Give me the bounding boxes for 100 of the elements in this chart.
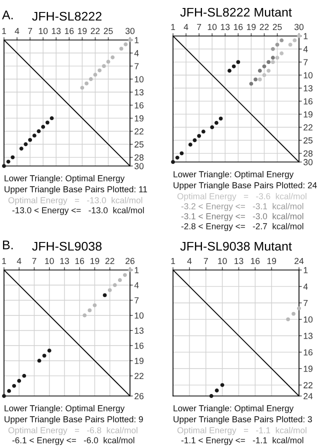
point xyxy=(93,72,98,77)
y-tick-label: 25 xyxy=(134,141,144,148)
text: Lower Triangle: Optimal Energy xyxy=(174,170,294,180)
y-tick-label: 22 xyxy=(304,382,312,388)
text: -3.1 < Energy <= -3.0 kcal/mol xyxy=(181,212,304,222)
point xyxy=(42,354,46,358)
y-tick-label: 1 xyxy=(304,33,308,40)
x-tick-label: 22 xyxy=(260,24,269,30)
x-tick-label: 7 xyxy=(32,258,36,264)
x-tick-label: 7 xyxy=(197,24,202,30)
x-tick-label: 19 xyxy=(247,24,256,30)
y-tick-label: 7 xyxy=(304,300,308,306)
point xyxy=(270,47,275,51)
x-tick-label: 4 xyxy=(187,258,192,264)
x-tick-label: 1 xyxy=(171,24,176,30)
y-tick-label: 13 xyxy=(304,332,313,339)
y-tick-label: 16 xyxy=(304,98,313,104)
text: Optimal Energy = -6.8 kcal/mol xyxy=(8,426,138,436)
text: -6.1 < Energy <= -6.0 kcal/mol xyxy=(12,436,134,446)
x-tick-label: 22 xyxy=(105,258,114,264)
point xyxy=(192,138,197,142)
x-tick-label: 16 xyxy=(250,258,260,264)
point xyxy=(108,288,112,292)
point xyxy=(118,278,122,282)
point xyxy=(28,138,32,142)
x-tick-label: 13 xyxy=(52,28,61,34)
point xyxy=(292,38,297,42)
text: Upper Triangle Base Pairs Plotted: 24 xyxy=(174,182,317,190)
y-tick-label: 30 xyxy=(134,163,144,170)
text: Upper Triangle Base Pairs Plotted: 3 xyxy=(174,416,312,424)
x-tick-label: 13 xyxy=(60,258,69,264)
point xyxy=(220,383,224,388)
y-tick-label: 4 xyxy=(303,284,308,290)
point xyxy=(41,124,46,129)
point xyxy=(124,42,128,46)
point xyxy=(228,68,232,73)
point xyxy=(17,378,22,383)
y-tick-label: 25 xyxy=(304,137,313,144)
x-tick-label: 25 xyxy=(272,24,282,30)
point xyxy=(270,60,275,64)
point xyxy=(110,55,115,60)
x-tick-label: 1 xyxy=(2,258,6,264)
text: Optimal Energy = -1.1 kcal/mol xyxy=(177,426,306,436)
point xyxy=(175,156,180,160)
point xyxy=(286,317,290,322)
text: A. xyxy=(2,10,13,20)
point xyxy=(102,64,106,68)
point xyxy=(22,374,26,378)
y-tick-label: 1 xyxy=(304,267,308,274)
point xyxy=(119,46,124,51)
text: Optimal Energy = -3.6 kcal/mol xyxy=(177,192,306,202)
x-tick-label: 10 xyxy=(38,28,48,34)
point xyxy=(82,313,87,318)
y-tick-label: 19 xyxy=(304,111,312,118)
y-tick-label: 22 xyxy=(134,372,144,380)
y-tick-label: 13 xyxy=(134,328,144,334)
x-tick-label: 25 xyxy=(104,28,113,34)
point xyxy=(262,73,266,78)
x-tick-label: 22 xyxy=(90,28,100,34)
point xyxy=(258,68,262,73)
y-tick-label: 16 xyxy=(134,102,144,108)
point xyxy=(80,86,84,90)
y-tick-label: 22 xyxy=(134,128,144,134)
point xyxy=(209,394,214,398)
point xyxy=(84,81,89,86)
text: Optimal Energy = -13.0 kcal/mol xyxy=(8,196,142,206)
x-tick-label: 19 xyxy=(267,258,276,264)
y-tick-label: 4 xyxy=(134,50,139,56)
point xyxy=(201,130,206,134)
y-tick-label: 10 xyxy=(304,316,313,323)
text: -2.8 < Energy <= -2.7 kcal/mol xyxy=(181,222,304,232)
point xyxy=(280,51,284,56)
x-tick-label: 4 xyxy=(16,258,22,264)
point xyxy=(280,38,284,42)
point xyxy=(112,283,117,288)
point xyxy=(171,160,175,164)
point xyxy=(36,129,41,134)
point xyxy=(24,142,28,146)
x-tick-label: 13 xyxy=(234,258,244,264)
point xyxy=(266,60,271,64)
point xyxy=(98,68,102,72)
y-tick-label: 22 xyxy=(304,124,312,130)
point xyxy=(266,68,271,73)
y-tick-label: 13 xyxy=(134,89,144,96)
y-tick-label: 19 xyxy=(134,358,144,364)
x-tick-label: 4 xyxy=(14,28,20,34)
point xyxy=(88,308,92,312)
point xyxy=(214,120,218,125)
x-tick-label: 7 xyxy=(28,28,32,34)
point xyxy=(92,303,97,308)
x-tick-label: 13 xyxy=(220,24,230,30)
point xyxy=(45,120,50,125)
point xyxy=(7,388,12,393)
x-tick-label: 1 xyxy=(171,258,176,264)
point xyxy=(249,82,254,86)
y-tick-label: 7 xyxy=(304,59,308,66)
point xyxy=(50,116,54,120)
y-tick-label: 7 xyxy=(134,297,139,304)
x-tick-label: 16 xyxy=(75,258,84,264)
x-tick-label: 1 xyxy=(2,28,6,34)
